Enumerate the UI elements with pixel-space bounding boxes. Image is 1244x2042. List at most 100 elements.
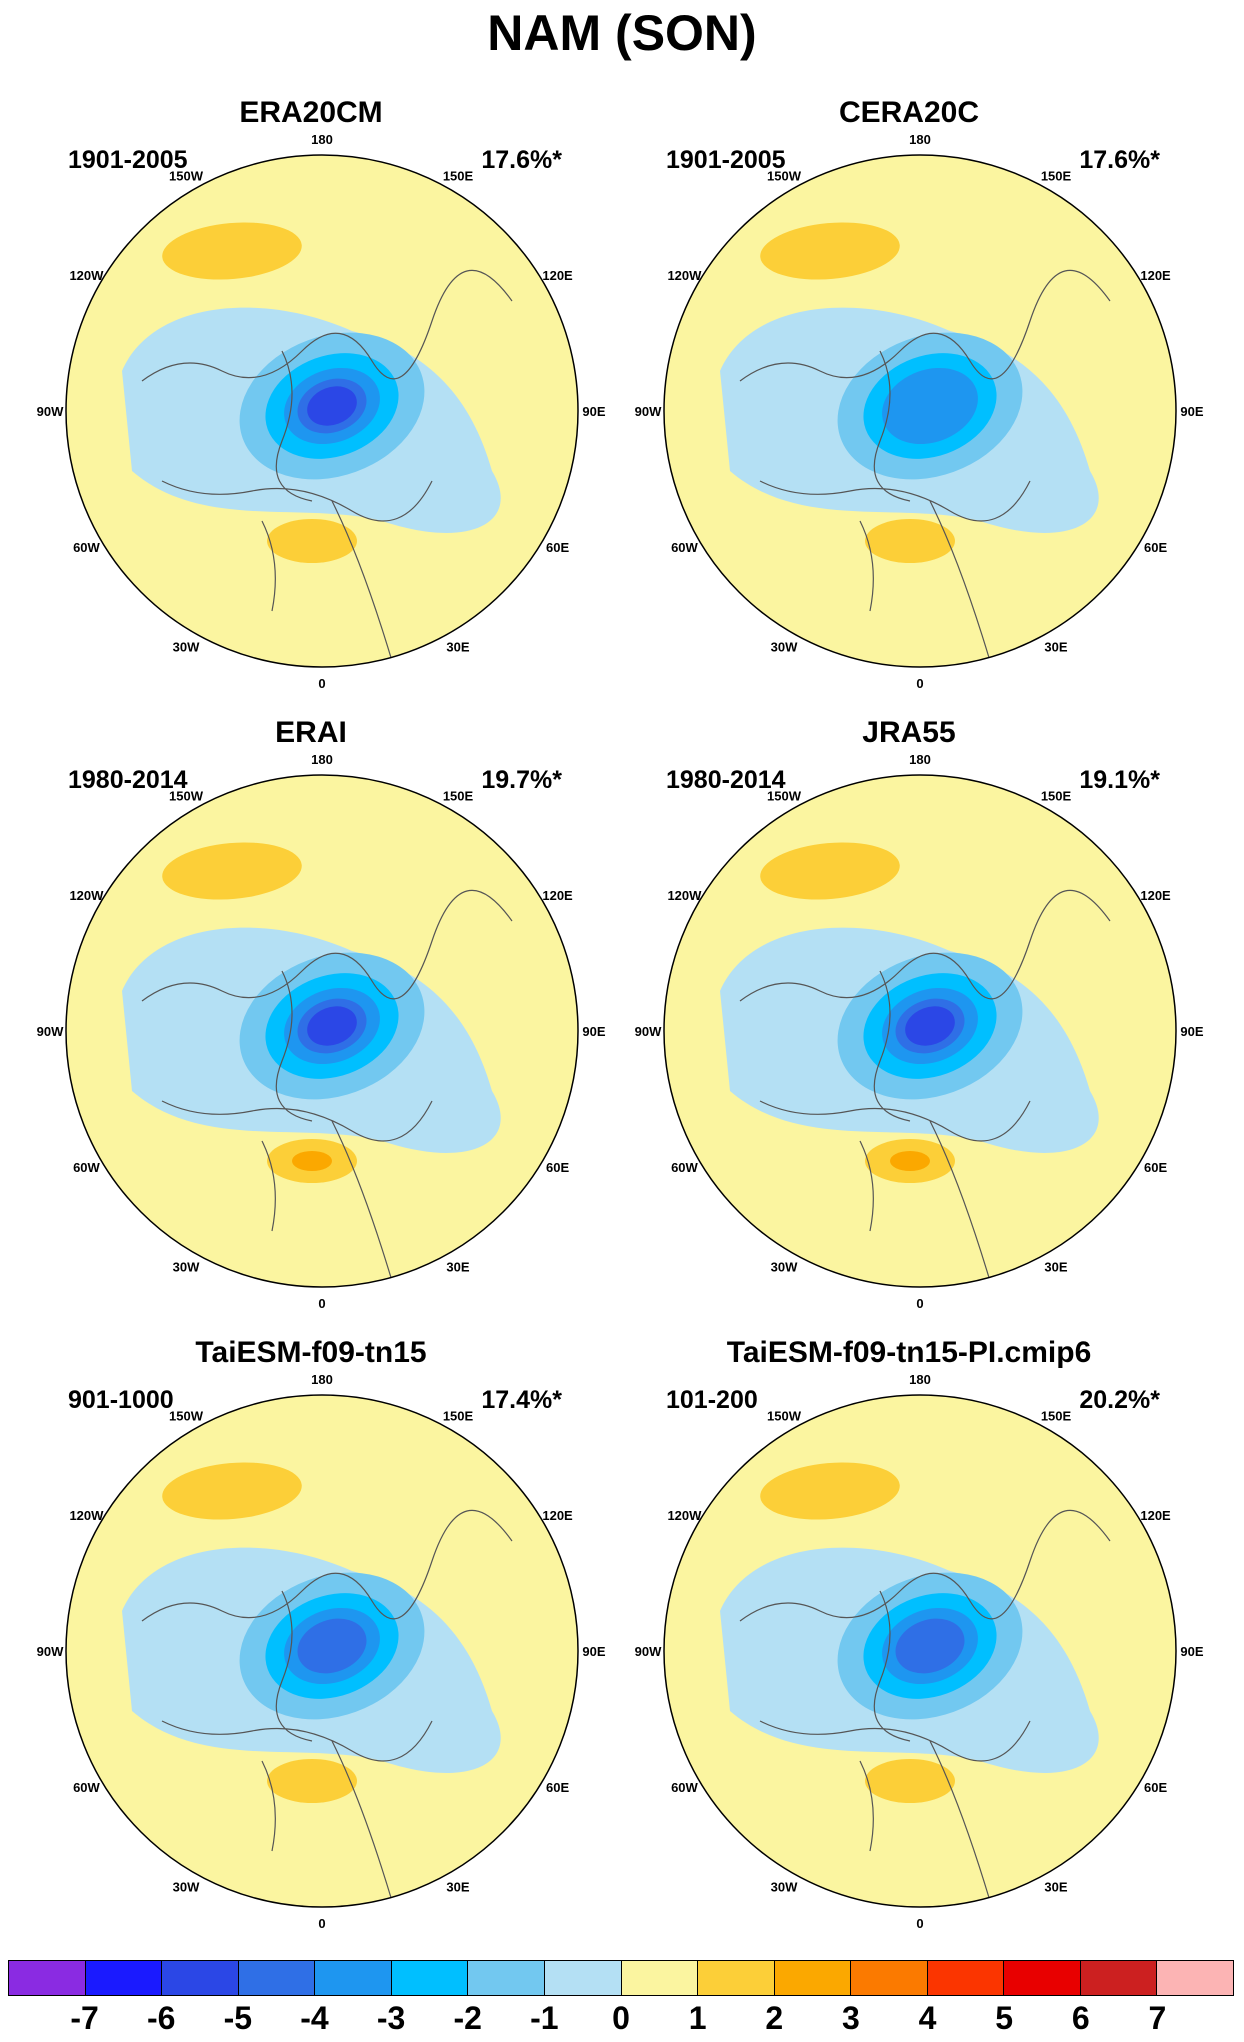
colorbar-swatch — [162, 1961, 239, 1995]
coastline — [141, 1509, 513, 1902]
longitude-label: 0 — [916, 1296, 923, 1311]
longitude-label: 120E — [542, 1508, 573, 1523]
contour-neg-4 — [882, 367, 978, 445]
colorbar-swatch — [1004, 1961, 1081, 1995]
explained-variance-label: 19.7%* — [481, 766, 562, 794]
longitude-label: 180 — [311, 132, 333, 147]
longitude-label: 30W — [771, 1260, 798, 1275]
map-boundary — [65, 1394, 579, 1908]
map-panel: TaiESM-f09-tn15 180 150E 120E 90E 60E 30E 0 30W 6… — [0, 1336, 622, 1956]
longitude-label: 180 — [311, 1372, 333, 1387]
map-boundary — [65, 154, 579, 668]
longitude-label: 30E — [1044, 1880, 1067, 1895]
contour-pos-atlantic — [865, 519, 955, 563]
colorbar-tick-label: 3 — [841, 2000, 860, 2036]
contour-neg-5 — [297, 1618, 367, 1674]
panel-title: ERA20CM — [239, 96, 383, 129]
longitude-label: 30W — [771, 1880, 798, 1895]
longitude-label: 90W — [635, 1024, 662, 1039]
longitude-label: 30E — [446, 1880, 469, 1895]
longitude-label: 30E — [1044, 1260, 1067, 1275]
contour-pos-pacific — [162, 842, 302, 900]
period-label: 901-1000 — [68, 1386, 174, 1414]
contour-neg-6 — [307, 1006, 357, 1046]
longitude-label: 120W — [69, 268, 104, 283]
map-panel: ERAI 180 150E 120E 90E 60E 30E 0 30W 60W 90W 120W 15… — [0, 716, 622, 1336]
colorbar-swatch — [927, 1961, 1005, 1995]
period-label: 1980-2014 — [68, 766, 188, 794]
contour-neg-6 — [905, 1006, 955, 1046]
longitude-label: 180 — [311, 752, 333, 767]
contour-pos-pacific — [760, 222, 900, 280]
longitude-label: 60E — [1144, 1160, 1167, 1175]
longitude-label: 90W — [37, 1644, 64, 1659]
colorbar — [8, 1960, 1234, 1996]
map-boundary — [663, 1394, 1177, 1908]
longitude-label: 150W — [767, 168, 802, 183]
contour-pos-atlantic — [267, 519, 357, 563]
longitude-label: 90E — [1180, 1644, 1203, 1659]
longitude-label: 30W — [173, 640, 200, 655]
longitude-label: 60E — [546, 1780, 569, 1795]
contour-pos-pacific — [162, 1462, 302, 1520]
contour-pos-pacific — [760, 1462, 900, 1520]
longitude-label: 0 — [318, 676, 325, 691]
colorbar-swatch — [9, 1961, 86, 1995]
longitude-label: 150W — [169, 1408, 204, 1423]
longitude-label: 60W — [671, 1780, 698, 1795]
longitude-label: 60E — [1144, 1780, 1167, 1795]
longitude-label: 30E — [446, 1260, 469, 1275]
panel-title: TaiESM-f09-tn15 — [195, 1336, 427, 1369]
longitude-label: 150W — [767, 1408, 802, 1423]
colorbar-tick-label: 0 — [612, 2000, 630, 2036]
contour-neg-6 — [307, 386, 357, 426]
explained-variance-label: 17.6%* — [1079, 146, 1160, 174]
colorbar-tick-label: 5 — [995, 2000, 1014, 2036]
figure-title: NAM (SON) — [487, 5, 757, 61]
polar-map: 180 150E 120E 90E 60E 30E 0 30W 60W 90W 120W 150W — [635, 1372, 1204, 1931]
polar-map: 180 150E 120E 90E 60E 30E 0 30W 60W 90W 120W 150W — [37, 752, 606, 1311]
map-panel: JRA55 180 150E 120E 90E 60E 30E 0 30W 60W 90W 120W 1… — [598, 716, 1220, 1336]
longitude-label: 150E — [443, 788, 474, 803]
colorbar-swatch — [621, 1961, 699, 1995]
map-panel: ERA20CM 180 150E 120E 90E 60E 30E 0 30W 60W 90W 120… — [0, 96, 622, 716]
colorbar-swatch — [698, 1961, 775, 1995]
colorbar-swatch — [544, 1961, 622, 1995]
colorbar-swatch — [1080, 1961, 1158, 1995]
longitude-label: 90W — [635, 1644, 662, 1659]
longitude-label: 180 — [909, 752, 931, 767]
colorbar-swatch — [315, 1961, 392, 1995]
colorbar-swatch — [774, 1961, 852, 1995]
longitude-label: 150E — [1041, 168, 1072, 183]
period-label: 101-200 — [666, 1386, 758, 1414]
longitude-label: 120W — [667, 268, 702, 283]
longitude-label: 60W — [73, 1160, 100, 1175]
longitude-label: 120E — [542, 888, 573, 903]
colorbar-tick-label: -2 — [453, 2000, 482, 2036]
colorbar-tick-label: 2 — [765, 2000, 784, 2036]
panel-title: CERA20C — [838, 96, 980, 129]
polar-map: 180 150E 120E 90E 60E 30E 0 30W 60W 90W 120W 150W — [635, 752, 1204, 1311]
map-panel: CERA20C 180 150E 120E 90E 60E 30E 0 30W 60W 90W 120… — [598, 96, 1220, 716]
longitude-label: 120W — [667, 1508, 702, 1523]
longitude-label: 150E — [1041, 1408, 1072, 1423]
colorbar-tick-label: 6 — [1071, 2000, 1090, 2036]
longitude-label: 0 — [318, 1916, 325, 1931]
longitude-label: 60W — [671, 540, 698, 555]
contour-pos-pacific — [760, 842, 900, 900]
longitude-label: 120E — [542, 268, 573, 283]
longitude-label: 60W — [73, 1780, 100, 1795]
longitude-label: 150W — [767, 788, 802, 803]
colorbar-tick-label: 7 — [1148, 2000, 1167, 2036]
longitude-label: 60W — [671, 1160, 698, 1175]
longitude-label: 180 — [909, 132, 931, 147]
longitude-label: 90E — [1180, 404, 1203, 419]
period-label: 1901-2005 — [666, 146, 786, 174]
longitude-label: 30W — [771, 640, 798, 655]
longitude-label: 90W — [37, 1024, 64, 1039]
colorbar-tick-label: 1 — [688, 2000, 707, 2036]
coastline — [739, 889, 1111, 1282]
longitude-label: 180 — [909, 1372, 931, 1387]
polar-map: 180 150E 120E 90E 60E 30E 0 30W 60W 90W 120W 150W — [37, 1372, 606, 1931]
longitude-label: 30E — [1044, 640, 1067, 655]
